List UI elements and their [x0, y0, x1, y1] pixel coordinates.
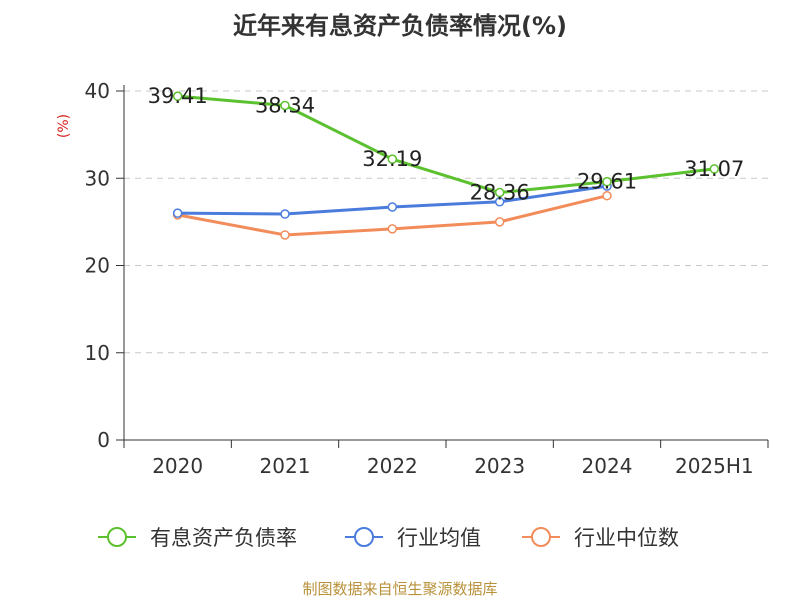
legend-label: 行业均值 — [397, 526, 481, 550]
legend-label: 有息资产负债率 — [150, 526, 297, 550]
data-label: 28.36 — [470, 181, 530, 205]
data-label: 39.41 — [148, 84, 208, 108]
data-source-note: 制图数据来自恒生聚源数据库 — [302, 580, 498, 598]
x-tick-label: 2020 — [152, 454, 203, 478]
x-tick-label: 2024 — [582, 454, 633, 478]
data-label: 32.19 — [362, 147, 422, 171]
data-point — [494, 187, 505, 198]
legend-marker — [531, 527, 551, 547]
data-label: 29.61 — [577, 170, 637, 194]
data-point — [280, 230, 290, 240]
series-line — [177, 94, 715, 195]
data-point — [602, 176, 612, 187]
data-point — [387, 202, 398, 212]
x-tick-label: 2021 — [260, 454, 311, 478]
data-point — [387, 154, 398, 164]
y-tick-label: 10 — [85, 341, 110, 365]
legend-marker — [107, 527, 127, 547]
data-point — [494, 197, 505, 207]
data-point — [280, 209, 290, 219]
data-label: 38.34 — [255, 93, 315, 117]
data-point — [280, 100, 290, 111]
data-label: 31.07 — [684, 157, 744, 181]
y-tick-label: 30 — [85, 166, 110, 190]
data-point — [494, 217, 505, 227]
data-point — [172, 91, 183, 101]
chart-title: 近年来有息资产负债率情况(%) — [233, 12, 567, 40]
y-tick-label: 40 — [85, 79, 110, 103]
legend-marker — [354, 527, 374, 547]
data-point — [387, 224, 398, 234]
data-point — [709, 164, 720, 174]
y-tick-label: 0 — [97, 428, 110, 452]
x-tick-label: 2022 — [367, 454, 418, 478]
x-tick-label: 2025H1 — [675, 454, 754, 478]
y-tick-label: 20 — [85, 254, 110, 278]
legend-label: 行业中位数 — [574, 526, 679, 550]
y-axis-label: (%) — [56, 114, 72, 138]
data-point — [172, 208, 183, 218]
x-tick-label: 2023 — [474, 454, 525, 478]
data-point — [602, 190, 612, 201]
